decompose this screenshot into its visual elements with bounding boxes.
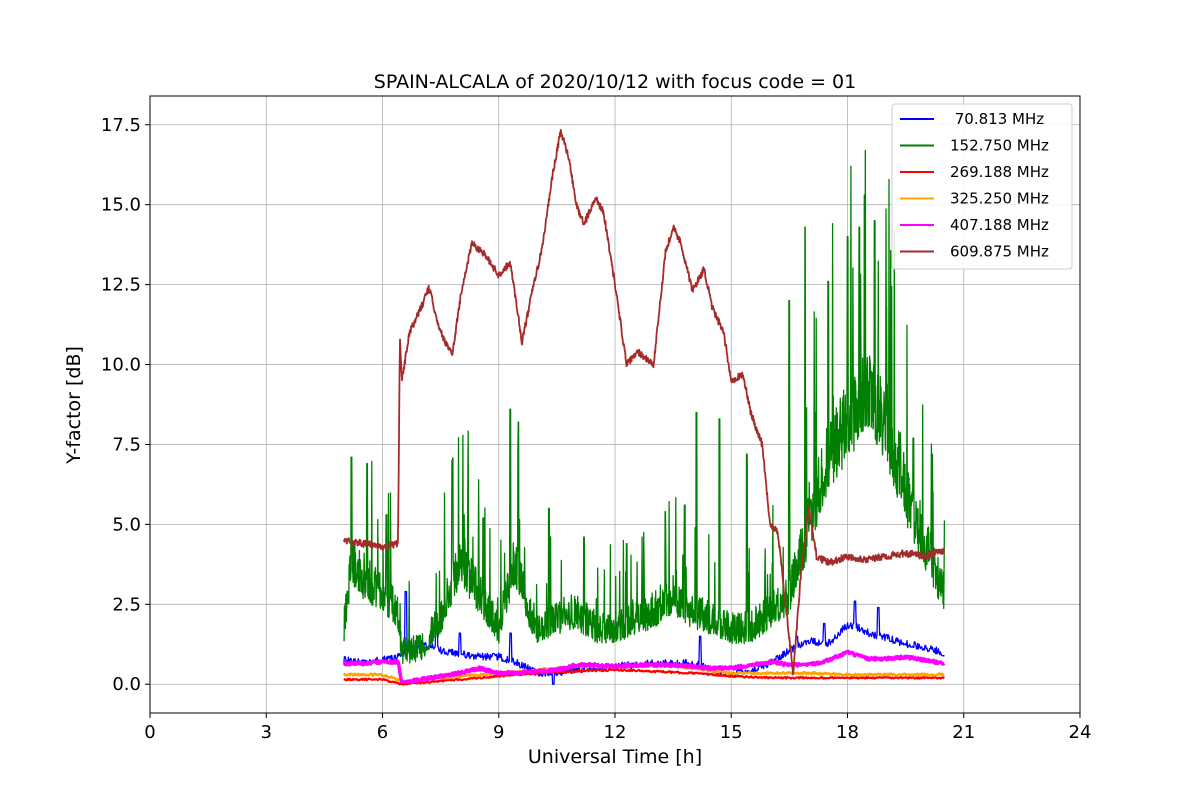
y-tick-label: 0.0 [112, 674, 141, 695]
x-tick-label: 15 [720, 722, 743, 743]
legend-frame [891, 103, 1073, 270]
x-tick-label: 12 [604, 722, 627, 743]
series-line-609-875-mhz [342, 128, 946, 676]
chart-title: SPAIN-ALCALA of 2020/10/12 with focus co… [374, 71, 856, 93]
series-line-152-750-mhz [343, 149, 946, 665]
y-tick-label: 7.5 [112, 434, 141, 455]
x-tick-label: 18 [836, 722, 859, 743]
y-tick-label: 12.5 [101, 275, 141, 296]
x-tick-label: 3 [261, 722, 272, 743]
x-tick-label: 6 [377, 722, 388, 743]
x-tick-label: 21 [952, 722, 975, 743]
y-tick-label: 2.5 [112, 594, 141, 615]
y-axis-title: Y-factor [dB] [63, 346, 85, 465]
legend-label: 407.188 MHz [950, 216, 1049, 234]
legend: 70.813 MHz 152.750 MHz 269.188 MHz 325.250 … [891, 103, 1073, 270]
x-tick-label: 24 [1069, 722, 1092, 743]
x-tick-label: 0 [144, 722, 155, 743]
series-line-407-188-mhz [342, 649, 946, 684]
legend-label: 269.188 MHz [950, 163, 1049, 181]
x-axis-title: Universal Time [h] [528, 746, 702, 768]
x-tick-label: 9 [493, 722, 504, 743]
legend-label: 152.750 MHz [950, 137, 1049, 155]
legend-label: 70.813 MHz [950, 110, 1044, 128]
series-line-269-188-mhz [343, 668, 945, 686]
y-tick-label: 5.0 [112, 514, 141, 535]
y-tick-label: 17.5 [101, 115, 141, 136]
y-tick-label: 10.0 [101, 355, 141, 376]
series-layer [342, 128, 946, 686]
legend-label: 609.875 MHz [950, 243, 1049, 261]
legend-label: 325.250 MHz [950, 190, 1049, 208]
y-tick-label: 15.0 [101, 195, 141, 216]
tick-layer: 0 3 6 9 12 15 18 21 24 0.0 2.5 5.0 7.5 10.0 12.5 15.0 17… [101, 115, 1092, 743]
